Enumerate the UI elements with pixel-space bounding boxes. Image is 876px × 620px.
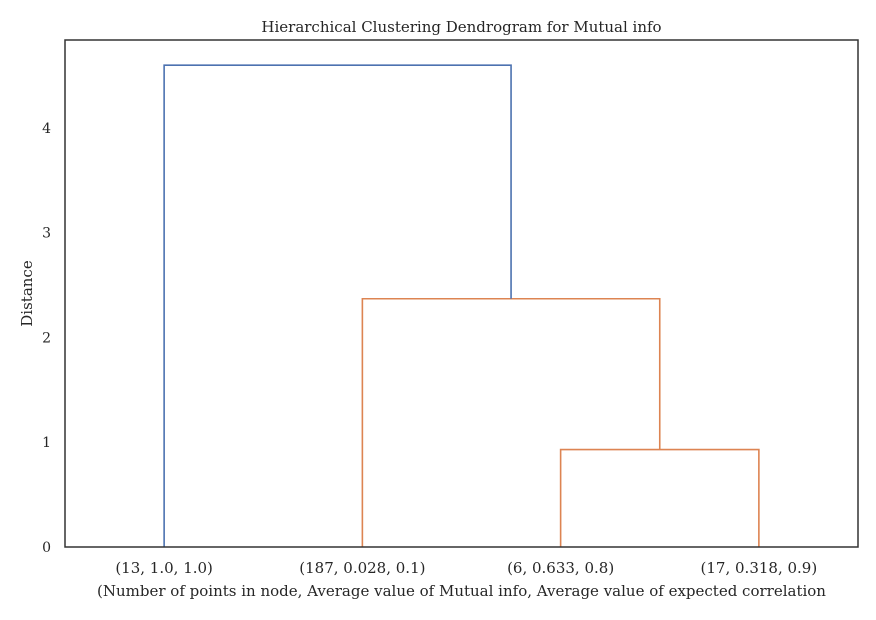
y-tick-label-1: 1 (42, 435, 51, 451)
leaf-label-1: (187, 0.028, 0.1) (299, 559, 425, 577)
plot-frame (64, 39, 859, 548)
dendrogram-link-2 (163, 64, 512, 547)
y-tick-label-4: 4 (42, 121, 51, 137)
dendrogram-links (163, 64, 760, 547)
leaf-label-0: (13, 1.0, 1.0) (115, 559, 213, 577)
leaf-label-2: (6, 0.633, 0.8) (507, 559, 614, 577)
y-ticks: 0 1 2 3 4 (42, 121, 51, 556)
y-tick-label-3: 3 (42, 226, 51, 242)
x-axis-label: (Number of points in node, Average value… (97, 582, 826, 600)
dendrogram-link-0 (559, 448, 760, 547)
chart-title: Hierarchical Clustering Dendrogram for M… (261, 18, 661, 36)
y-axis-label: Distance (18, 260, 36, 327)
y-tick-label-2: 2 (42, 330, 51, 346)
dendrogram-link-1 (361, 297, 661, 547)
leaf-label-3: (17, 0.318, 0.9) (701, 559, 818, 577)
leaf-labels: (13, 1.0, 1.0) (187, 0.028, 0.1) (6, 0.633… (115, 559, 817, 577)
y-tick-label-0: 0 (42, 540, 51, 556)
